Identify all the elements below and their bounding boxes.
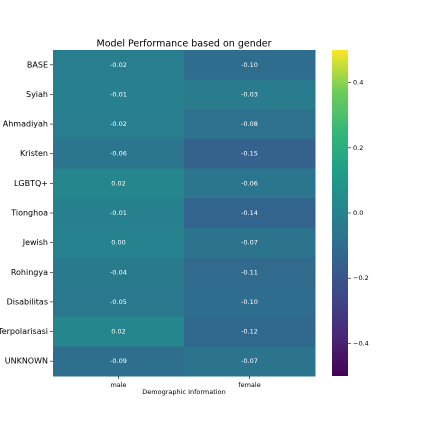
colorbar-tick-label: 0.4 [353, 79, 363, 87]
cell-label: -0.01 [110, 90, 127, 98]
cell-label: -0.03 [241, 90, 258, 98]
cell-label: 0.02 [111, 328, 125, 336]
x-tick-label: female [238, 381, 260, 389]
heatmap-cell [184, 138, 316, 170]
y-tick-label: Disabilitas [7, 297, 48, 306]
cell-label: -0.05 [110, 298, 127, 306]
y-tick-label: LGBTQ+ [14, 179, 48, 188]
y-tick-label: Ahmadiyah [3, 120, 48, 129]
colorbar-tick-label: −0.2 [353, 274, 369, 282]
colorbar-tick-label: 0.2 [353, 144, 363, 152]
heatmap-cell [53, 287, 185, 318]
y-tick-label: Kristen [20, 149, 48, 158]
cell-label: -0.06 [110, 150, 127, 158]
colorbar-tick-label: −0.4 [353, 339, 369, 347]
x-axis-label: Demographic Information [142, 388, 225, 396]
y-tick-label: UNKNOWN [5, 357, 48, 366]
cell-label: -0.14 [241, 209, 258, 217]
heatmap-cell [184, 316, 316, 347]
heatmap-cell [53, 227, 185, 258]
colorbar-tick-label: 0.0 [353, 209, 363, 217]
chart-title: Model Performance based on gender [97, 39, 272, 50]
heatmap-cell [53, 346, 185, 377]
heatmap-cell [184, 227, 316, 258]
heatmap-cell [53, 138, 185, 170]
cell-label: -0.06 [241, 179, 258, 187]
heatmap-cell [53, 109, 185, 140]
y-tick-label: BASE [27, 60, 48, 69]
colorbar [332, 50, 348, 376]
cell-label: 0.02 [111, 179, 125, 187]
cell-label: -0.01 [110, 209, 127, 217]
cell-label: 0.00 [111, 239, 125, 247]
heatmap-cell [53, 316, 185, 347]
heatmap-cell [53, 50, 185, 81]
heatmap-cell [184, 79, 316, 110]
heatmap-cell [53, 198, 185, 229]
heatmap-cell [184, 346, 316, 377]
cell-label: -0.12 [241, 328, 258, 336]
heatmap-cell [184, 198, 316, 229]
heatmap-cell [184, 50, 316, 81]
heatmap-cell [53, 79, 185, 110]
y-tick-label: Rohingya [11, 268, 48, 277]
y-tick-label: Tionghoa [10, 209, 48, 218]
heatmap-cell [53, 168, 185, 199]
cell-label: -0.04 [110, 268, 127, 276]
cell-label: -0.02 [110, 61, 127, 69]
heatmap-cell [184, 109, 316, 140]
x-tick-label: male [110, 381, 126, 389]
y-tick-label: Syiah [26, 90, 48, 99]
y-tick-label: Terpolarisasi [0, 327, 48, 336]
cell-label: -0.02 [110, 120, 127, 128]
cell-label: -0.10 [241, 298, 258, 306]
heatmap-cell [53, 257, 185, 288]
y-tick-label: Jewish [22, 238, 48, 247]
cell-label: -0.15 [241, 150, 258, 158]
cell-label: -0.08 [241, 120, 258, 128]
heatmap-cell [184, 168, 316, 199]
cell-label: -0.07 [241, 239, 258, 247]
cell-label: -0.09 [110, 357, 127, 365]
heatmap-cell [184, 287, 316, 318]
heatmap-cell [184, 257, 316, 288]
cell-label: -0.11 [241, 268, 258, 276]
cell-label: -0.10 [241, 61, 258, 69]
cell-label: -0.07 [241, 357, 258, 365]
